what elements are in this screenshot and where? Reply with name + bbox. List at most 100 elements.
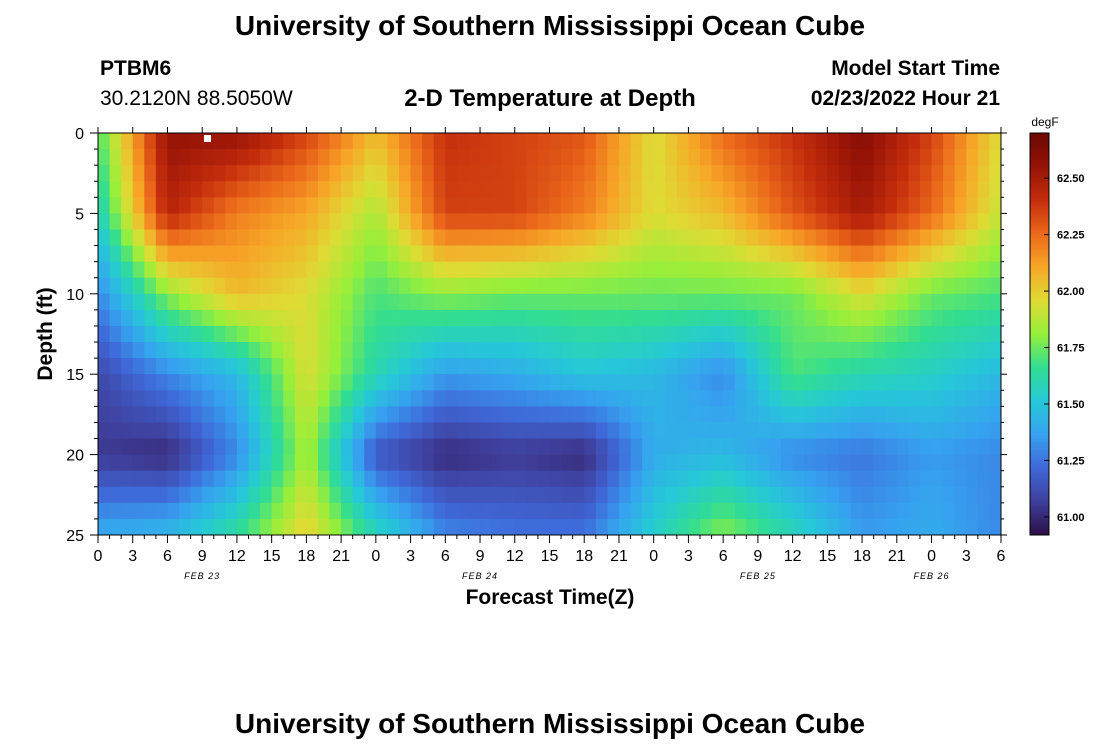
heatmap-cell <box>943 309 956 327</box>
heatmap-cell <box>584 213 597 231</box>
heatmap-cell <box>468 454 481 472</box>
heatmap-cell <box>364 197 377 214</box>
heatmap-cell <box>723 390 736 407</box>
heatmap-cell <box>225 470 238 488</box>
heatmap-cell <box>294 261 307 279</box>
heatmap-cell <box>989 149 1001 166</box>
heatmap-cell <box>757 502 771 520</box>
heatmap-cell <box>746 229 759 247</box>
heatmap-cell <box>757 518 771 535</box>
heatmap-cell <box>526 438 539 456</box>
heatmap-cell <box>734 422 747 440</box>
heatmap-cell <box>711 486 724 504</box>
heatmap-cell <box>757 374 771 391</box>
heatmap-cell <box>271 518 284 535</box>
heatmap-cell <box>815 470 828 488</box>
heatmap-cell <box>850 438 863 456</box>
heatmap-cell <box>155 502 169 520</box>
heatmap-cell <box>850 454 863 472</box>
heatmap-cell <box>862 342 875 359</box>
heatmap-cell <box>781 133 794 150</box>
heatmap-cell <box>850 502 863 520</box>
heatmap-cell <box>850 470 863 488</box>
heatmap-cell <box>526 454 539 472</box>
heatmap-cell <box>422 149 435 166</box>
heatmap-cell <box>908 165 921 182</box>
heatmap-cell <box>306 518 319 535</box>
heatmap-cell <box>167 325 180 343</box>
heatmap-cell <box>873 454 886 472</box>
heatmap-cell <box>236 390 250 407</box>
heatmap-cell <box>445 358 458 375</box>
heatmap-cell <box>109 502 122 520</box>
heatmap-cell <box>862 470 875 488</box>
heatmap-cell <box>121 470 134 488</box>
heatmap-cell <box>480 261 493 279</box>
heatmap-cell <box>306 245 319 263</box>
heatmap-cell <box>155 518 169 535</box>
heatmap-cell <box>665 406 678 424</box>
heatmap-cell <box>341 470 354 488</box>
heatmap-cell <box>781 245 794 263</box>
heatmap-cell <box>480 213 493 231</box>
heatmap-cell <box>526 406 539 424</box>
heatmap-cell <box>595 454 608 472</box>
heatmap-cell <box>537 518 551 535</box>
heatmap-cell <box>966 454 979 472</box>
heatmap-cell <box>827 309 840 327</box>
heatmap-cell <box>144 390 157 407</box>
heatmap-cell <box>630 358 643 375</box>
heatmap-cell <box>607 518 620 535</box>
heatmap-cell <box>757 197 771 214</box>
heatmap-cell <box>943 149 956 166</box>
heatmap-cell <box>572 181 585 198</box>
heatmap-cell <box>549 325 562 343</box>
heatmap-cell <box>306 342 319 359</box>
heatmap-cell <box>561 213 574 231</box>
heatmap-cell <box>873 325 886 343</box>
heatmap-cell <box>723 213 736 231</box>
heatmap-cell <box>757 422 771 440</box>
heatmap-cell <box>537 390 551 407</box>
heatmap-cell <box>364 213 377 231</box>
heatmap-cell <box>202 390 215 407</box>
heatmap-cell <box>352 277 365 295</box>
heatmap-cell <box>410 213 423 231</box>
heatmap-cell <box>98 229 111 247</box>
heatmap-cell <box>364 342 377 359</box>
heatmap-cell <box>723 438 736 456</box>
heatmap-cell <box>630 213 643 231</box>
heatmap-cell <box>700 213 713 231</box>
heatmap-cell <box>653 438 666 456</box>
heatmap-cell <box>618 325 632 343</box>
heatmap-cell <box>931 149 944 166</box>
heatmap-cell <box>838 406 852 424</box>
heatmap-cell <box>908 229 921 247</box>
heatmap-cell <box>144 406 157 424</box>
heatmap-cell <box>503 390 516 407</box>
heatmap-cell <box>433 277 446 295</box>
heatmap-cell <box>109 342 122 359</box>
heatmap-cell <box>885 245 898 263</box>
heatmap-cell <box>248 518 261 535</box>
heatmap-cell <box>977 149 991 166</box>
heatmap-cell <box>352 342 365 359</box>
heatmap-cell <box>236 261 250 279</box>
heatmap-cell <box>399 197 412 214</box>
heatmap-cell <box>468 165 481 182</box>
heatmap-cell <box>977 374 991 391</box>
heatmap-cell <box>375 261 389 279</box>
heatmap-cell <box>838 325 852 343</box>
heatmap-cell <box>98 502 111 520</box>
heatmap-cell <box>329 502 342 520</box>
heatmap-cell <box>723 454 736 472</box>
heatmap-cell <box>688 390 701 407</box>
heatmap-cell <box>132 438 145 456</box>
heatmap-cell <box>399 181 412 198</box>
heatmap-cell <box>317 245 331 263</box>
heatmap-cell <box>781 293 794 311</box>
heatmap-cell <box>480 181 493 198</box>
heatmap-cell <box>665 213 678 231</box>
heatmap-cell <box>757 470 771 488</box>
heatmap-cell <box>931 422 944 440</box>
